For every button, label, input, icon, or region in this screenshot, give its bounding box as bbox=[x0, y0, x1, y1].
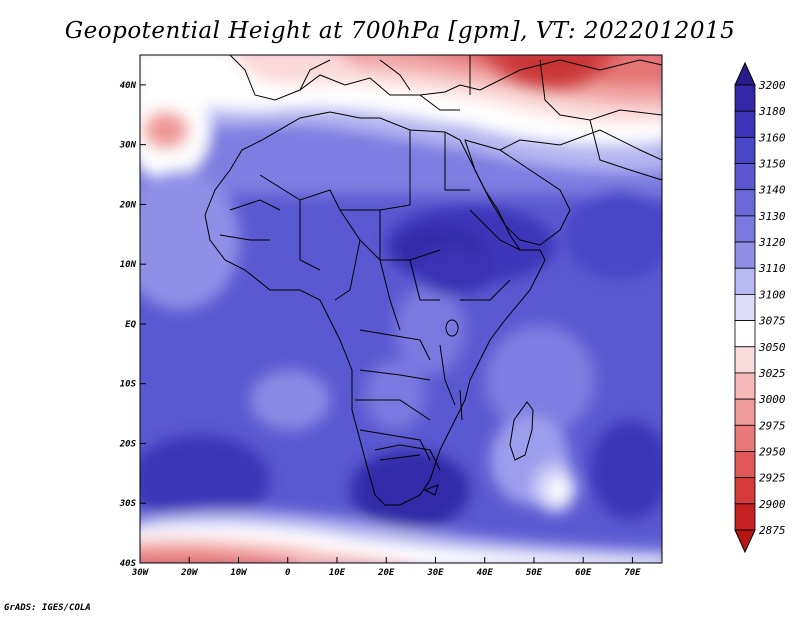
colorbar-label: 3140 bbox=[758, 184, 786, 197]
colorbar-swatch bbox=[734, 189, 756, 217]
y-tick-label: 10S bbox=[120, 380, 137, 390]
colorbar-label: 3000 bbox=[758, 393, 786, 406]
x-tick-label: 30W bbox=[131, 568, 150, 578]
x-tick-label: 40E bbox=[477, 568, 494, 578]
colorbar-label: 2875 bbox=[759, 524, 786, 537]
colorbar-swatch bbox=[734, 267, 756, 295]
colorbar-swatch bbox=[734, 110, 756, 138]
colorbar-label: 3100 bbox=[758, 288, 786, 301]
colorbar-swatch bbox=[734, 372, 756, 400]
x-tick-label: 30E bbox=[426, 568, 444, 578]
colorbar-label: 2950 bbox=[759, 445, 786, 458]
y-axis: 40S 30S 20S 10S EQ 10N 20N 30N 40N bbox=[119, 81, 146, 569]
colorbar-label: 3120 bbox=[758, 236, 786, 249]
colorbar-label: 3150 bbox=[758, 158, 786, 171]
colorbar-arrow-bottom bbox=[734, 529, 756, 554]
colorbar-label: 3050 bbox=[758, 341, 786, 354]
x-axis: 30W 20W 10W 0 10E 20E 30E 40E 50E 60E 70E bbox=[131, 557, 641, 578]
colorbar-swatch bbox=[734, 346, 756, 374]
colorbar-swatch bbox=[734, 503, 756, 531]
colorbar-label: 3025 bbox=[758, 367, 786, 380]
colorbar-label: 2975 bbox=[759, 419, 786, 432]
colorbar-swatch bbox=[734, 294, 756, 321]
y-tick-label: 10N bbox=[120, 260, 137, 270]
x-tick-label: 20E bbox=[377, 568, 395, 578]
x-tick-label: 70E bbox=[624, 568, 641, 578]
x-tick-label: 10W bbox=[230, 568, 248, 578]
colorbar-label: 3180 bbox=[758, 105, 786, 118]
colorbar-swatch bbox=[734, 241, 756, 269]
x-tick-label: 20W bbox=[180, 568, 199, 578]
height-field bbox=[140, 55, 662, 563]
colorbar-swatch bbox=[734, 215, 756, 243]
coastlines bbox=[204, 55, 662, 506]
x-tick-label: 10E bbox=[329, 568, 346, 578]
colorbar-arrow-top bbox=[734, 61, 756, 86]
y-tick-label: 30N bbox=[119, 141, 137, 151]
y-tick-label: 30S bbox=[119, 499, 137, 509]
colorbar-swatch bbox=[734, 136, 756, 164]
colorbar-swatch bbox=[734, 163, 756, 191]
x-tick-label: 60E bbox=[575, 568, 592, 578]
colorbar-swatch bbox=[734, 424, 756, 452]
x-tick-label: 0 bbox=[285, 568, 291, 578]
colorbar: 3200 3180 3160 3150 3140 3130 3120 3110 3100 3075… bbox=[734, 61, 786, 554]
colorbar-label: 2900 bbox=[759, 498, 786, 511]
colorbar-swatch bbox=[734, 320, 756, 348]
y-tick-label: 40N bbox=[120, 81, 137, 91]
y-tick-label: 20S bbox=[119, 439, 137, 449]
credit-label: GrADS: IGES/COLA bbox=[4, 603, 91, 613]
colorbar-label: 3200 bbox=[758, 79, 786, 92]
colorbar-label: 3110 bbox=[758, 262, 786, 275]
map-title: Geopotential Height at 700hPa [gpm], VT:… bbox=[64, 18, 736, 44]
colorbar-swatch bbox=[734, 477, 756, 505]
x-tick-label: 50E bbox=[526, 568, 543, 578]
y-tick-label: EQ bbox=[125, 320, 136, 330]
colorbar-swatch bbox=[734, 398, 756, 426]
y-tick-label: 40S bbox=[120, 559, 137, 569]
colorbar-label: 3075 bbox=[758, 315, 786, 328]
colorbar-swatch bbox=[734, 84, 756, 112]
colorbar-label: 3160 bbox=[758, 131, 786, 144]
colorbar-label: 3130 bbox=[758, 210, 786, 223]
plot-frame bbox=[139, 54, 663, 564]
colorbar-swatch bbox=[734, 451, 756, 479]
colorbar-label: 2925 bbox=[759, 472, 786, 485]
y-tick-label: 20N bbox=[119, 200, 137, 210]
